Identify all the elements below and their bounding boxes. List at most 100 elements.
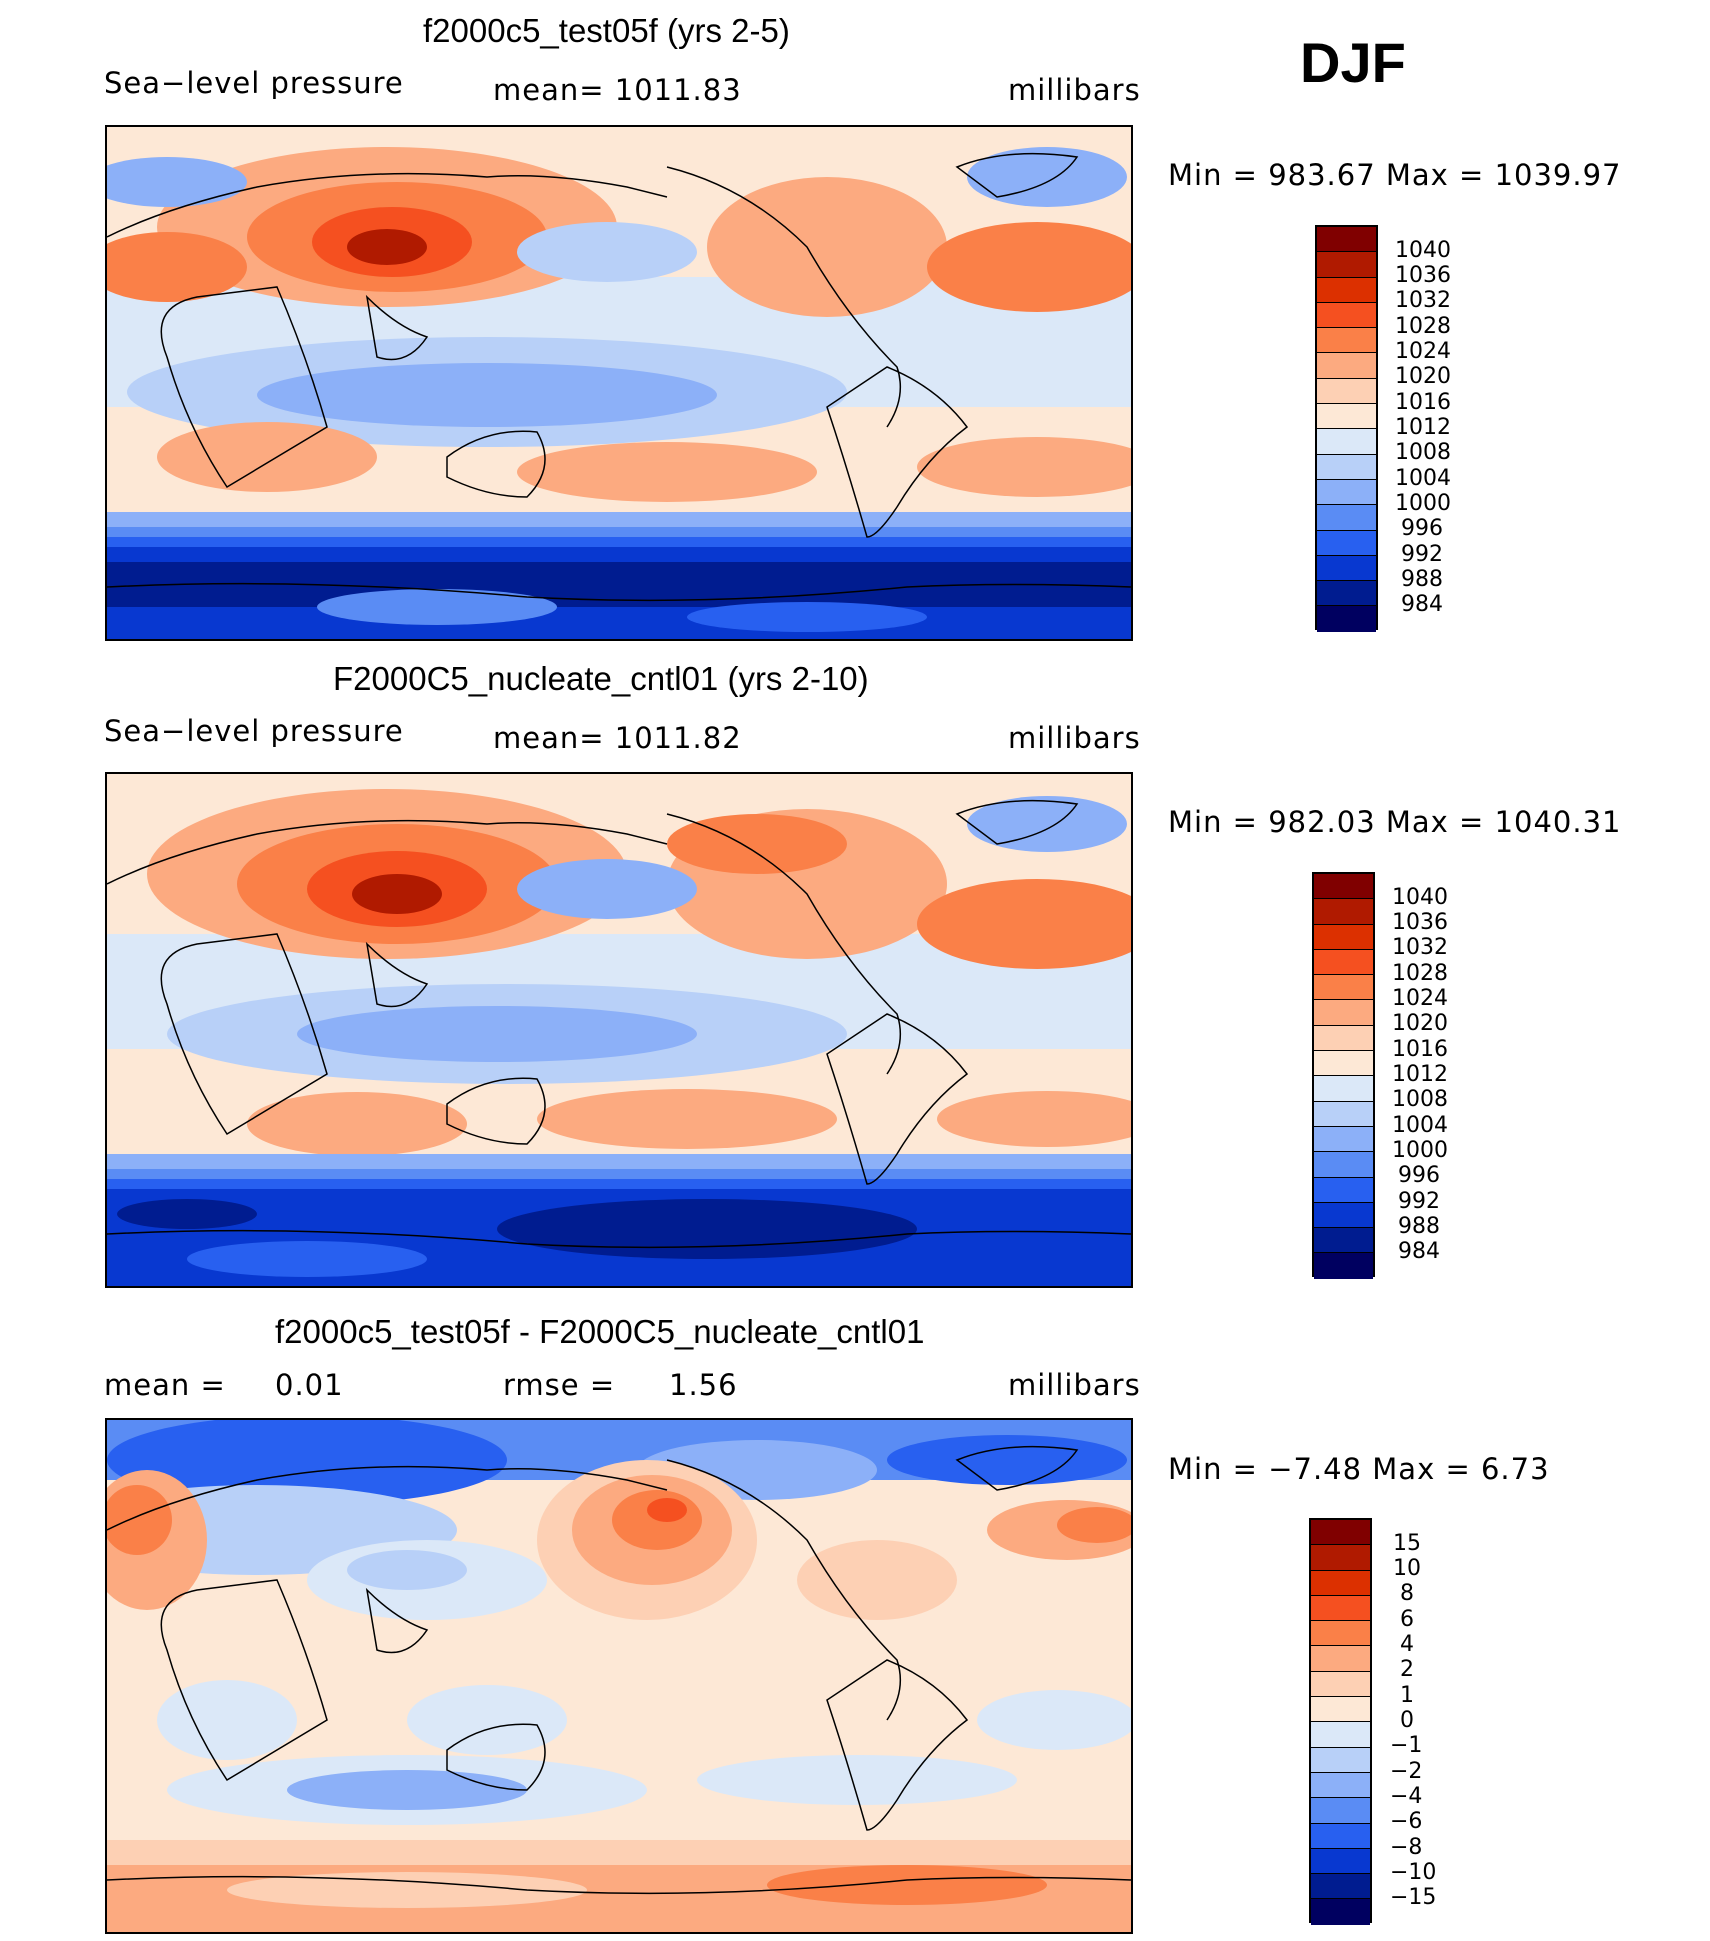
panel2-minmax: Min = 982.03 Max = 1040.31 — [1168, 805, 1622, 839]
panel2-colorbar-swatch — [1314, 1051, 1373, 1077]
panel1-colorbar-swatch — [1317, 252, 1376, 278]
panel1-colorbar-swatch — [1317, 581, 1376, 607]
panel2-mean-label: mean= 1011.82 — [493, 721, 742, 755]
panel2-colorbar-swatch — [1314, 1025, 1373, 1052]
panel3-colorbar-swatch — [1311, 1697, 1370, 1723]
panel3-colorbar-swatch — [1311, 1545, 1370, 1571]
panel1-colorbar-label: 1016 — [1395, 390, 1451, 415]
panel1-colorbar-label: 992 — [1401, 542, 1443, 567]
panel2-colorbar-swatch — [1314, 1177, 1373, 1203]
panel3-units: millibars — [1008, 1368, 1141, 1402]
panel3-colorbar-label: 6 — [1400, 1607, 1414, 1632]
panel2-colorbar-swatch — [1314, 1228, 1373, 1254]
panel2-colorbar-label: 1008 — [1392, 1087, 1448, 1112]
panel1-units: millibars — [1008, 73, 1141, 107]
panel3-colorbar-label: 1 — [1400, 1683, 1414, 1708]
panel3-colorbar-label: 10 — [1393, 1556, 1421, 1581]
panel3-colorbar-swatch — [1311, 1798, 1370, 1824]
panel2-colorbar-swatch — [1314, 1000, 1373, 1026]
panel1-colorbar-label: 1024 — [1395, 339, 1451, 364]
panel1-colorbar-swatch — [1317, 328, 1376, 354]
panel1-colorbar-swatch — [1317, 530, 1376, 556]
panel1-colorbar-swatch — [1317, 429, 1376, 455]
panel2-colorbar-label: 1028 — [1392, 961, 1448, 986]
panel2-colorbar-label: 984 — [1398, 1239, 1440, 1264]
panel3-colorbar-label: −4 — [1390, 1784, 1423, 1809]
panel2-colorbar-label: 1004 — [1392, 1113, 1448, 1138]
panel2-colorbar-swatch — [1314, 924, 1373, 950]
panel3-rmse-label: rmse = — [503, 1368, 616, 1402]
panel3-colorbar-label: 2 — [1400, 1657, 1414, 1682]
panel2-colorbar — [1312, 872, 1375, 1279]
panel3-colorbar-swatch — [1311, 1520, 1370, 1546]
panel3-colorbar-swatch — [1311, 1570, 1370, 1596]
panel3-colorbar-label: 0 — [1400, 1708, 1414, 1733]
panel1-colorbar-label: 984 — [1401, 592, 1443, 617]
panel1-colorbar-label: 1004 — [1395, 466, 1451, 491]
panel3-map-field — [107, 1420, 1131, 1932]
panel2-colorbar-swatch — [1314, 1202, 1373, 1229]
panel1-variable-label: Sea−level pressure — [104, 66, 404, 100]
panel2-map — [105, 772, 1133, 1288]
panel2-colorbar-swatch — [1314, 1076, 1373, 1102]
panel2-colorbar-label: 988 — [1398, 1214, 1440, 1239]
panel2-colorbar-swatch — [1314, 1152, 1373, 1178]
panel1-colorbar-swatch — [1317, 606, 1376, 632]
panel2-colorbar-swatch — [1314, 1101, 1373, 1127]
panel2-colorbar-label: 1036 — [1392, 910, 1448, 935]
panel1-map-field — [107, 127, 1131, 639]
panel2-map-field — [107, 774, 1131, 1286]
panel1-map — [105, 125, 1133, 641]
panel2-colorbar-label: 1024 — [1392, 986, 1448, 1011]
panel1-colorbar-swatch — [1317, 353, 1376, 379]
panel1-colorbar-label: 1012 — [1395, 415, 1451, 440]
panel1-colorbar-swatch — [1317, 378, 1376, 405]
panel2-colorbar-swatch — [1314, 949, 1373, 976]
panel1-colorbar-label: 1036 — [1395, 263, 1451, 288]
panel3-colorbar-swatch — [1311, 1772, 1370, 1799]
panel2-colorbar-label: 996 — [1398, 1163, 1440, 1188]
panel3-colorbar-swatch — [1311, 1646, 1370, 1672]
panel1-colorbar-swatch — [1317, 505, 1376, 531]
panel1-colorbar-label: 988 — [1401, 567, 1443, 592]
panel3-colorbar-swatch — [1311, 1595, 1370, 1622]
panel1-colorbar-swatch — [1317, 555, 1376, 582]
panel1-colorbar-swatch — [1317, 454, 1376, 480]
panel3-colorbar-label: 4 — [1400, 1632, 1414, 1657]
panel2-colorbar-swatch — [1314, 899, 1373, 925]
panel3-mean-label: mean = — [104, 1368, 226, 1402]
panel3-minmax: Min = −7.48 Max = 6.73 — [1168, 1452, 1550, 1486]
panel3-title: f2000c5_test05f - F2000C5_nucleate_cntl0… — [275, 1313, 925, 1350]
panel2-colorbar-label: 992 — [1398, 1189, 1440, 1214]
panel1-title: f2000c5_test05f (yrs 2-5) — [423, 12, 790, 49]
panel1-colorbar-label: 1008 — [1395, 440, 1451, 465]
panel2-title: F2000C5_nucleate_cntl01 (yrs 2-10) — [333, 660, 869, 697]
panel1-minmax: Min = 983.67 Max = 1039.97 — [1168, 158, 1622, 192]
panel3-colorbar-label: −8 — [1390, 1835, 1423, 1860]
panel1-colorbar-swatch — [1317, 479, 1376, 506]
panel3-colorbar-swatch — [1311, 1848, 1370, 1875]
panel3-colorbar-label: −15 — [1390, 1885, 1437, 1910]
season-label: DJF — [1300, 31, 1406, 94]
panel1-colorbar-label: 1000 — [1395, 491, 1451, 516]
panel2-colorbar-label: 1000 — [1392, 1138, 1448, 1163]
panel1-colorbar-swatch — [1317, 404, 1376, 430]
panel3-colorbar-swatch — [1311, 1874, 1370, 1900]
panel1-colorbar-swatch — [1317, 302, 1376, 329]
panel2-colorbar-label: 1032 — [1392, 935, 1448, 960]
panel1-colorbar-label: 1032 — [1395, 288, 1451, 313]
panel3-colorbar-label: 15 — [1393, 1531, 1421, 1556]
panel1-colorbar-label: 1040 — [1395, 238, 1451, 263]
panel2-variable-label: Sea−level pressure — [104, 714, 404, 748]
panel1-colorbar — [1315, 225, 1378, 632]
panel2-colorbar-label: 1016 — [1392, 1037, 1448, 1062]
panel2-colorbar-swatch — [1314, 874, 1373, 900]
panel3-colorbar-label: −6 — [1390, 1809, 1423, 1834]
panel1-colorbar-label: 1020 — [1395, 364, 1451, 389]
panel1-mean-label: mean= 1011.83 — [493, 73, 742, 107]
panel3-colorbar-swatch — [1311, 1823, 1370, 1849]
panel2-colorbar-label: 1020 — [1392, 1011, 1448, 1036]
panel1-colorbar-swatch — [1317, 277, 1376, 303]
panel3-colorbar-label: −1 — [1390, 1733, 1423, 1758]
panel3-map — [105, 1418, 1133, 1934]
